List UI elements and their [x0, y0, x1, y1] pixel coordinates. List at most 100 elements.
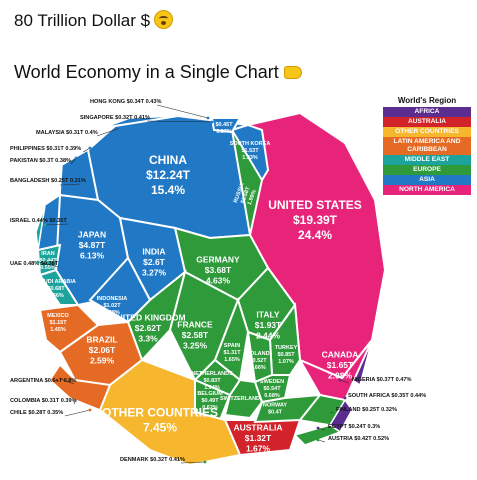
cell-value: $1.32T [245, 433, 272, 443]
callout-hong-kong: HONG KONG $0.34T 0.43% [90, 99, 210, 120]
cell-share: 2.44% [256, 331, 281, 341]
cell-share: 0.55% [40, 265, 56, 271]
callout-leader-line [57, 377, 75, 385]
chart-title-text: World Economy in a Single Chart [14, 62, 279, 82]
callout-text: UAE 0.48% $0.38T [10, 261, 59, 267]
cell-name: AUSTRALIA [233, 422, 282, 432]
cell-share: 0.66% [250, 365, 266, 371]
callout-anchor-dot [74, 156, 78, 160]
cell-share: 0.62% [202, 405, 218, 411]
cell-share: 7.45% [143, 421, 177, 435]
cell-value: $0.68T [47, 286, 65, 292]
callout-anchor-dot [60, 183, 64, 187]
cell-south-korea [230, 123, 270, 182]
callout-philippines: PHILIPPINES $0.31T 0.39% [10, 146, 92, 153]
callout-anchor-dot [210, 120, 214, 124]
cell-name: NORWAY [263, 402, 287, 408]
callout-austria: AUSTRIA $0.42T 0.52% [316, 436, 389, 443]
cell-name: TURKEY [275, 345, 298, 351]
cell-name: JAPAN [78, 229, 106, 239]
callout-uae-0-48: UAE 0.48% $0.38T [10, 260, 59, 268]
callout-anchor-dot [56, 376, 60, 380]
callout-text: ISRAEL 0.44% $0.35T [10, 218, 67, 224]
cell-value: $3.68T [205, 265, 232, 275]
callout-anchor-dot [316, 426, 320, 430]
cell-value: $0.83T [203, 378, 221, 384]
cell-name: FRANCE [177, 319, 213, 329]
callout-anchor-dot [43, 223, 47, 227]
headline-text: 80 Trillion Dollar $ [14, 11, 151, 30]
callout-anchor-dot [328, 410, 332, 414]
label-india: INDIA$2.6T3.27% [142, 246, 167, 277]
callout-singapore: SINGAPORE $0.32T 0.41% [80, 115, 214, 124]
callout-finland: FINLAND $0.25T 0.32% [328, 407, 397, 414]
cell-value: $1.93T [255, 320, 282, 330]
cell-value: $0.49T [201, 398, 219, 404]
cell-name: NETHERLANDS [191, 371, 233, 377]
callouts-layer: HONG KONG $0.34T 0.43% SINGAPORE $0.32T 0… [10, 99, 426, 464]
cell-indonesia [88, 256, 152, 324]
cell-value: $0.44T [39, 258, 57, 264]
cell-value: $1.53T [241, 148, 259, 154]
cell-share: 2.08% [328, 371, 353, 381]
cell-norway [253, 393, 323, 424]
callout-leader-line [64, 409, 91, 417]
callout-text: PAKISTAN $0.3T 0.38% [10, 158, 71, 164]
cell-name: SOUTH KOREA [230, 141, 271, 147]
cell-share: 3.3% [138, 334, 158, 344]
cell-name: THAILAND [210, 115, 238, 121]
callout-leader-line [157, 104, 209, 119]
cell-value: $0.52T [249, 358, 267, 364]
legend-item-africa: AFRICA [383, 107, 471, 117]
callout-anchor-dot [206, 116, 210, 120]
cell-name: CANADA [322, 349, 359, 359]
cell-name: BRAZIL [86, 334, 117, 344]
callout-text: SOUTH AFRICA $0.35T 0.44% [348, 393, 426, 399]
cell-name: IRAN [41, 251, 54, 257]
cell-name: SWITZERLAND [220, 396, 260, 402]
headline: 80 Trillion Dollar $ [14, 10, 174, 31]
legend-item-other-countries: OTHER COUNTRIES [383, 127, 471, 137]
callout-anchor-dot [36, 260, 40, 264]
callout-anchor-dot [88, 408, 92, 412]
callout-text: MALAYSIA $0.31T 0.4% [36, 130, 98, 136]
cell-name: BELGIUM [197, 391, 223, 397]
legend: World's Region AFRICA AUSTRALIA OTHER COUN… [383, 96, 471, 195]
callout-leader-line [37, 261, 59, 268]
callout-leader-line [180, 461, 206, 464]
callout-anchor-dot [88, 146, 92, 150]
cell-share: 0.86% [48, 293, 64, 299]
callout-anchor-dot [316, 438, 320, 442]
cell-name: UNITED KINGDOM [110, 312, 185, 322]
cell-value: $12.24T [146, 168, 191, 182]
cell-share: 15.4% [151, 183, 185, 197]
cell-name: SPAIN [224, 343, 240, 349]
callout-israel-0-44: ISRAEL 0.44% $0.35T [10, 218, 68, 227]
cell-iran [36, 243, 62, 277]
cell-share: 1.04% [204, 385, 220, 391]
callout-colombia: COLOMBIA $0.31T 0.39% [10, 396, 78, 405]
cell-name: CHINA [149, 153, 187, 167]
cell-share: 1.65% [224, 357, 240, 363]
cell-share: 24.4% [298, 228, 332, 242]
cell-name: GERMANY [196, 254, 240, 264]
cell-name: INDIA [142, 246, 165, 256]
callout-leader-line [339, 379, 350, 384]
callout-leader-line [61, 183, 81, 186]
cell-name: SAUDI ARABIA [36, 279, 76, 285]
callout-leader-line [44, 223, 68, 226]
